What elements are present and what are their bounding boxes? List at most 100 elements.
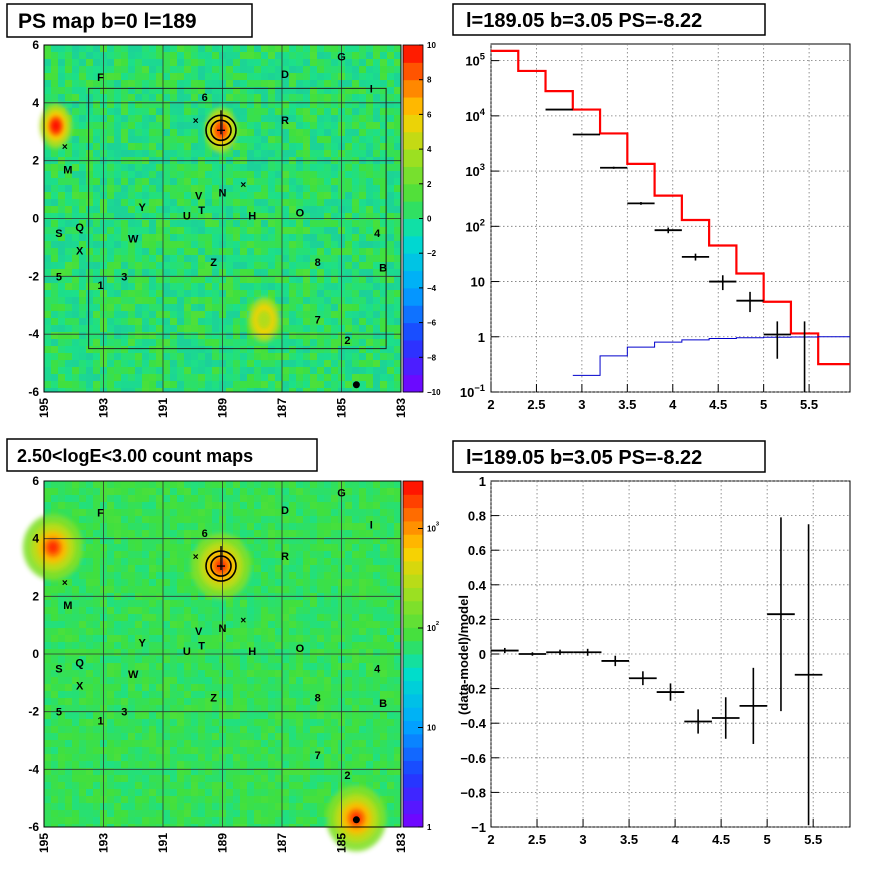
- map-pixel: [170, 66, 177, 73]
- map-pixel: [135, 80, 142, 87]
- map-pixel: [352, 656, 359, 663]
- map-pixel: [149, 677, 156, 684]
- map-pixel: [352, 621, 359, 628]
- map-pixel: [58, 59, 65, 66]
- map-pixel: [240, 94, 247, 101]
- map-pixel: [261, 80, 268, 87]
- map-pixel: [317, 782, 324, 789]
- map-pixel: [254, 803, 261, 810]
- map-pixel: [65, 150, 72, 157]
- map-pixel: [79, 101, 86, 108]
- map-pixel: [261, 796, 268, 803]
- map-pixel: [380, 164, 387, 171]
- map-pixel: [296, 360, 303, 367]
- source-label: G: [337, 52, 346, 64]
- map-pixel: [289, 164, 296, 171]
- source-cross-mark: ×: [240, 180, 246, 191]
- source-cross-mark: ×: [62, 142, 68, 153]
- map-pixel: [352, 73, 359, 80]
- map-pixel: [303, 775, 310, 782]
- map-pixel: [198, 628, 205, 635]
- map-pixel: [79, 227, 86, 234]
- map-pixel: [114, 73, 121, 80]
- map-pixel: [86, 66, 93, 73]
- map-pixel: [65, 283, 72, 290]
- map-pixel: [205, 775, 212, 782]
- map-pixel: [156, 164, 163, 171]
- map-pixel: [261, 642, 268, 649]
- map-pixel: [275, 817, 282, 824]
- map-pixel: [114, 178, 121, 185]
- map-pixel: [387, 318, 394, 325]
- map-pixel: [114, 803, 121, 810]
- map-pixel: [163, 572, 170, 579]
- map-pixel: [282, 635, 289, 642]
- map-pixel: [275, 52, 282, 59]
- map-pixel: [240, 726, 247, 733]
- map-pixel: [93, 530, 100, 537]
- map-pixel: [310, 80, 317, 87]
- map-pixel: [282, 726, 289, 733]
- map-pixel: [366, 66, 373, 73]
- map-pixel: [79, 276, 86, 283]
- map-pixel: [65, 171, 72, 178]
- map-pixel: [86, 775, 93, 782]
- map-pixel: [345, 178, 352, 185]
- spectrum-y-tick-label-exponent: 5: [480, 52, 485, 62]
- map-pixel: [114, 150, 121, 157]
- map-pixel: [128, 59, 135, 66]
- map-pixel: [177, 621, 184, 628]
- map-pixel: [156, 789, 163, 796]
- map-pixel: [296, 817, 303, 824]
- map-pixel: [240, 381, 247, 388]
- map-pixel: [65, 206, 72, 213]
- map-pixel: [72, 297, 79, 304]
- map-pixel: [303, 346, 310, 353]
- map-pixel: [58, 269, 65, 276]
- map-pixel: [107, 621, 114, 628]
- map-pixel: [191, 339, 198, 346]
- map-pixel: [205, 87, 212, 94]
- map-pixel: [310, 367, 317, 374]
- map-pixel: [93, 234, 100, 241]
- map-pixel: [121, 516, 128, 523]
- map-pixel: [233, 66, 240, 73]
- map-pixel: [289, 621, 296, 628]
- map-pixel: [289, 101, 296, 108]
- map-pixel: [324, 87, 331, 94]
- map-pixel: [212, 796, 219, 803]
- map-pixel: [282, 297, 289, 304]
- map-pixel: [254, 199, 261, 206]
- map-pixel: [149, 325, 156, 332]
- map-pixel: [296, 241, 303, 248]
- map-pixel: [191, 782, 198, 789]
- map-pixel: [289, 332, 296, 339]
- map-pixel: [79, 269, 86, 276]
- map-pixel: [282, 824, 289, 827]
- map-pixel: [79, 649, 86, 656]
- map-pixel: [289, 192, 296, 199]
- map-pixel: [107, 318, 114, 325]
- map-pixel: [394, 276, 401, 283]
- map-pixel: [142, 726, 149, 733]
- map-pixel: [352, 663, 359, 670]
- map-pixel: [233, 101, 240, 108]
- map-pixel: [303, 719, 310, 726]
- map-pixel: [156, 621, 163, 628]
- map-pixel: [128, 586, 135, 593]
- map-y-tick-label: 0: [32, 212, 39, 226]
- map-pixel: [310, 87, 317, 94]
- map-pixel: [93, 607, 100, 614]
- map-pixel: [107, 192, 114, 199]
- map-pixel: [142, 691, 149, 698]
- map-pixel: [226, 388, 233, 392]
- map-pixel: [331, 635, 338, 642]
- map-pixel: [177, 206, 184, 213]
- map-pixel: [289, 607, 296, 614]
- map-pixel: [51, 691, 58, 698]
- map-pixel: [289, 360, 296, 367]
- map-pixel: [191, 761, 198, 768]
- map-pixel: [324, 325, 331, 332]
- map-pixel: [261, 551, 268, 558]
- map-pixel: [128, 185, 135, 192]
